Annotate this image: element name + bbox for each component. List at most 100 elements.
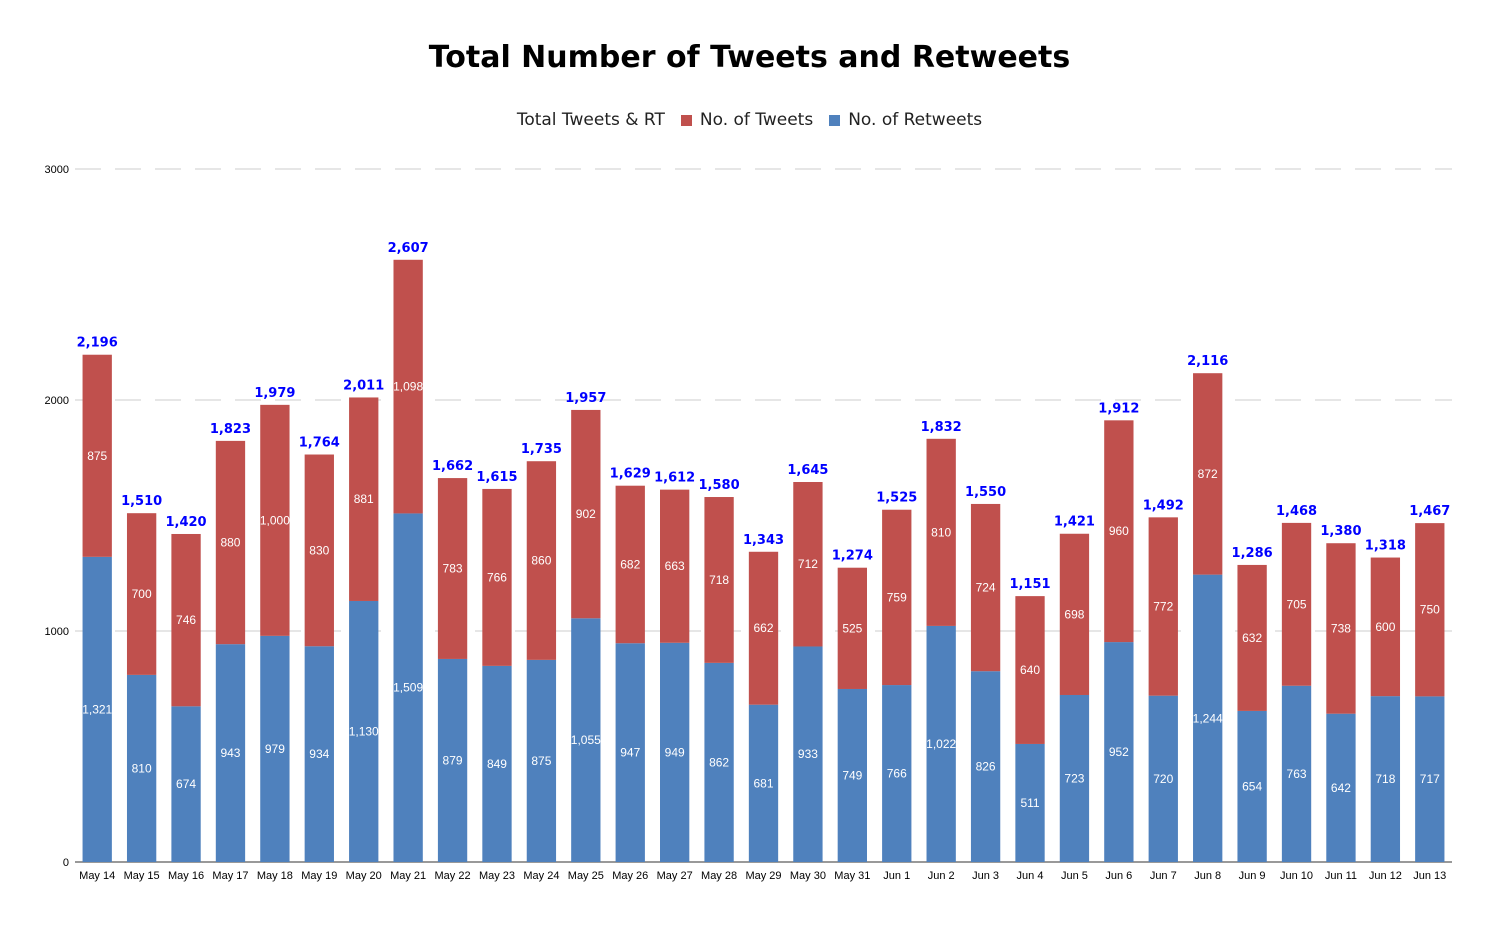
x-tick-label: Jun 1 (883, 870, 910, 882)
data-label-retweets: 642 (1331, 781, 1351, 795)
legend-item-total[interactable]: Total Tweets & RT (517, 110, 665, 130)
bar-tweets (882, 509, 912, 686)
data-label-total: 1,615 (476, 470, 517, 485)
data-label-retweets: 749 (842, 768, 862, 782)
data-label-tweets: 663 (665, 559, 685, 573)
x-tick-label: Jun 4 (1017, 870, 1044, 882)
data-label-tweets: 830 (309, 543, 329, 557)
x-tick-label: Jun 11 (1325, 870, 1357, 882)
legend-item-retweets[interactable]: No. of Retweets (829, 110, 982, 130)
x-tick-label: May 29 (745, 870, 781, 882)
chart-title: Total Number of Tweets and Retweets (428, 40, 1071, 75)
x-tick-label: May 27 (657, 870, 693, 882)
data-label-tweets: 700 (132, 587, 152, 601)
bar-retweets (837, 688, 867, 862)
bar-retweets (1104, 642, 1134, 862)
data-label-retweets: 875 (531, 754, 551, 768)
bar-tweets (526, 461, 557, 660)
data-label-total: 1,735 (521, 442, 562, 457)
data-label-tweets: 698 (1064, 607, 1084, 621)
x-tick-label: Jun 3 (972, 870, 999, 882)
bar-retweets (571, 618, 601, 862)
bar-tweets (482, 488, 512, 666)
x-tick-label: May 26 (612, 870, 648, 882)
data-label-total: 1,318 (1365, 539, 1406, 554)
data-label-tweets: 902 (576, 507, 596, 521)
bar-tweets (260, 404, 290, 636)
bar-tweets (748, 551, 779, 705)
y-tick-label: 0 (63, 857, 69, 869)
legend-swatch-tweets (680, 114, 692, 126)
data-label-total: 2,116 (1187, 354, 1228, 369)
bar-retweets (793, 646, 823, 862)
x-tick-label: Jun 10 (1280, 870, 1313, 882)
bar-retweets (171, 706, 201, 862)
bar-retweets (526, 659, 557, 862)
data-label-retweets: 654 (1242, 779, 1262, 793)
data-label-total: 1,421 (1054, 515, 1095, 530)
legend-label-retweets: No. of Retweets (848, 110, 983, 130)
bar-tweets (1015, 596, 1045, 744)
data-label-total: 1,912 (1098, 401, 1139, 416)
bar-tweets (349, 397, 379, 601)
data-label-total: 1,510 (121, 494, 162, 509)
bar-retweets (126, 674, 157, 862)
data-label-total: 2,607 (388, 241, 429, 256)
bar-tweets (1148, 517, 1178, 696)
data-label-retweets: 1,321 (82, 702, 112, 716)
data-label-tweets: 712 (798, 557, 818, 571)
bar-retweets (615, 643, 645, 862)
legend-item-tweets[interactable]: No. of Tweets (680, 110, 813, 130)
data-label-total: 1,525 (876, 491, 917, 506)
bar-tweets (1370, 557, 1401, 697)
bar-tweets (660, 489, 690, 643)
data-label-total: 1,151 (1009, 577, 1050, 592)
data-label-total: 1,274 (832, 549, 873, 564)
bar-tweets (1237, 564, 1267, 711)
x-tick-label: May 14 (79, 870, 115, 882)
data-label-total: 1,979 (254, 386, 295, 401)
x-tick-label: May 23 (479, 870, 515, 882)
bar-retweets (660, 642, 690, 862)
data-label-retweets: 943 (220, 746, 240, 760)
data-label-retweets: 979 (265, 742, 285, 756)
data-label-total: 1,612 (654, 471, 695, 486)
bar-tweets (215, 440, 246, 645)
data-label-tweets: 880 (220, 536, 240, 550)
bar-retweets (393, 513, 423, 862)
x-tick-label: May 31 (834, 870, 870, 882)
bar-tweets (1281, 522, 1312, 686)
data-label-retweets: 1,509 (393, 681, 423, 695)
data-label-retweets: 720 (1153, 772, 1173, 786)
data-label-tweets: 960 (1109, 524, 1129, 538)
data-label-tweets: 525 (842, 621, 862, 635)
legend-swatch-retweets (829, 114, 841, 126)
x-tick-label: May 21 (390, 870, 426, 882)
data-label-tweets: 682 (620, 557, 640, 571)
bar-retweets (304, 646, 334, 862)
bar-retweets (882, 685, 912, 862)
data-label-retweets: 934 (309, 747, 329, 761)
data-label-retweets: 763 (1287, 767, 1307, 781)
bar-retweets (1326, 713, 1356, 862)
data-label-tweets: 875 (87, 449, 107, 463)
data-label-retweets: 952 (1109, 745, 1129, 759)
bar-tweets (615, 485, 645, 644)
bar-tweets (704, 497, 734, 663)
bar-tweets (437, 478, 468, 659)
x-tick-label: Jun 6 (1105, 870, 1132, 882)
data-label-retweets: 1,055 (571, 733, 601, 747)
bar-tweets (926, 438, 956, 626)
data-label-tweets: 783 (443, 562, 463, 576)
data-label-retweets: 1,022 (926, 737, 956, 751)
bar-retweets (926, 625, 956, 862)
bar-tweets (171, 533, 201, 707)
legend: Total Tweets & RT No. of Tweets No. of R… (0, 110, 1499, 130)
data-label-tweets: 750 (1420, 603, 1440, 617)
bar-tweets (1415, 523, 1445, 697)
bar-retweets (1015, 743, 1045, 862)
data-label-tweets: 662 (753, 621, 773, 635)
bar-retweets (1415, 696, 1445, 862)
data-label-retweets: 723 (1064, 771, 1084, 785)
data-label-tweets: 632 (1242, 631, 1262, 645)
